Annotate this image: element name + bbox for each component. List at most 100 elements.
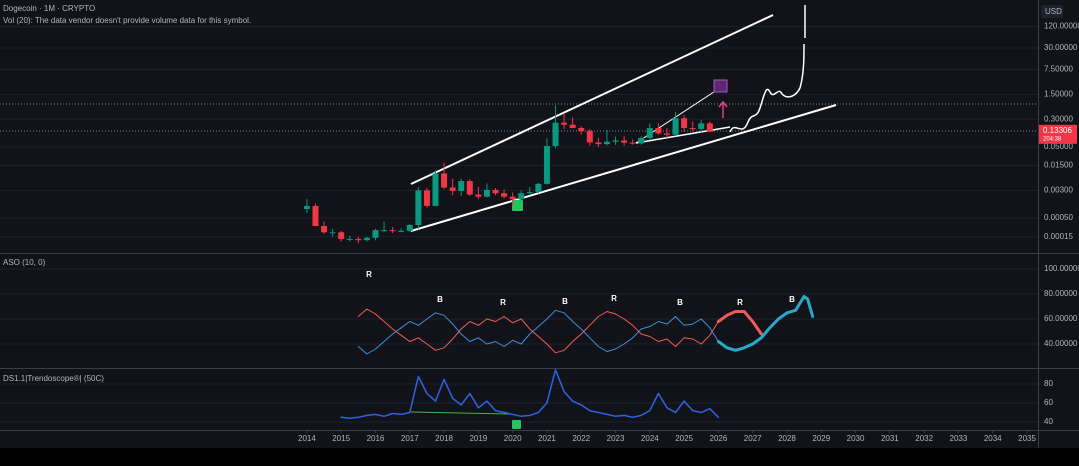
series-line xyxy=(357,309,719,355)
candle-body xyxy=(569,124,576,129)
volume-note: Vol (20): The data vendor doesn't provid… xyxy=(3,16,251,25)
candle-body xyxy=(706,123,713,132)
pane-title: ASO (10, 0) xyxy=(3,258,46,267)
x-tick-label: 2027 xyxy=(744,434,762,443)
candle-body xyxy=(415,190,422,226)
signal-label: B xyxy=(562,297,568,306)
candle-body xyxy=(561,122,568,125)
candle-body xyxy=(518,193,525,200)
y-tick-label: 0.00050 xyxy=(1044,213,1073,222)
candle-body xyxy=(406,225,413,231)
candle-body xyxy=(432,173,439,206)
x-tick-label: 2033 xyxy=(950,434,968,443)
buy-marker xyxy=(512,200,523,211)
y-tick-label: 0.00015 xyxy=(1044,232,1073,241)
x-tick-label: 2025 xyxy=(675,434,693,443)
candle-body xyxy=(372,230,379,238)
projection-path xyxy=(729,5,806,133)
x-tick-label: 2019 xyxy=(469,434,487,443)
y-tick-label: 40.00000 xyxy=(1044,339,1078,348)
currency-box xyxy=(1041,5,1063,18)
candle-body xyxy=(663,133,670,135)
triangle-lower xyxy=(635,126,731,144)
signal-label: B xyxy=(789,295,795,304)
series-line xyxy=(357,308,719,354)
candle-body xyxy=(449,187,456,191)
candle-body xyxy=(578,128,585,132)
candle-body xyxy=(526,192,533,194)
candle-body xyxy=(466,181,473,195)
x-tick-label: 2032 xyxy=(915,434,933,443)
x-tick-label: 2017 xyxy=(401,434,419,443)
y-tick-label: 0.00300 xyxy=(1044,186,1073,195)
candle-body xyxy=(621,140,628,143)
pane-content xyxy=(0,26,1038,423)
x-tick-label: 2028 xyxy=(778,434,796,443)
y-tick-label: 7.50000 xyxy=(1044,65,1073,74)
y-tick-label: 40 xyxy=(1044,417,1053,426)
series-line xyxy=(340,369,720,419)
candle-body xyxy=(381,230,388,232)
symbol-title: Dogecoin · 1M · CRYPTO xyxy=(3,4,95,13)
last-price-label: 0.13306 xyxy=(1043,126,1072,135)
countdown: 204:38 xyxy=(1043,136,1062,142)
x-tick-label: 2026 xyxy=(710,434,728,443)
signal-label: B xyxy=(437,295,443,304)
candle-body xyxy=(672,118,679,135)
x-tick-label: 2018 xyxy=(435,434,453,443)
y-tick-label: 30.00000 xyxy=(1044,43,1078,52)
candle-body xyxy=(355,238,362,241)
target-box xyxy=(713,79,728,93)
y-tick-label: 1.50000 xyxy=(1044,89,1073,98)
x-tick-label: 2015 xyxy=(332,434,350,443)
signal-label: R xyxy=(611,294,617,303)
y-tick-label: 80.00000 xyxy=(1044,289,1078,298)
candle-body xyxy=(586,131,593,143)
y-tick-label: 0.30000 xyxy=(1044,114,1073,123)
x-tick-label: 2021 xyxy=(538,434,556,443)
channel-lower xyxy=(410,104,837,232)
y-tick-label: 60 xyxy=(1044,398,1053,407)
candle-body xyxy=(303,205,310,210)
candle-body xyxy=(535,183,542,193)
x-tick-label: 2034 xyxy=(984,434,1002,443)
x-tick-label: 2014 xyxy=(298,434,316,443)
background xyxy=(0,0,1079,448)
buy-marker xyxy=(512,420,521,429)
candle-body xyxy=(501,193,508,197)
candle-body xyxy=(441,173,448,188)
divergence-line xyxy=(410,411,513,415)
candle-body xyxy=(612,140,619,142)
candle-body xyxy=(398,230,405,232)
y-tick-label: 60.00000 xyxy=(1044,314,1078,323)
candle-body xyxy=(638,138,645,144)
candle-body xyxy=(389,230,396,232)
y-tick-label: 120.00000 xyxy=(1044,22,1079,31)
candle-body xyxy=(552,122,559,147)
x-tick-label: 2024 xyxy=(641,434,659,443)
candle-body xyxy=(329,232,336,234)
candle-body xyxy=(655,128,662,134)
x-tick-label: 2023 xyxy=(607,434,625,443)
signal-label: R xyxy=(366,270,372,279)
candle-body xyxy=(698,123,705,129)
arrow xyxy=(718,100,728,118)
candle-body xyxy=(346,238,353,240)
y-tick-label: 100.00000 xyxy=(1044,264,1079,273)
signal-label: R xyxy=(737,298,743,307)
candle-body xyxy=(595,142,602,145)
candle-body xyxy=(321,226,328,233)
bottom-strip xyxy=(0,448,1079,466)
candle-body xyxy=(475,194,482,197)
candle-body xyxy=(423,190,430,206)
candle-body xyxy=(363,237,370,241)
currency: USD xyxy=(1045,7,1062,16)
candle-body xyxy=(458,181,465,191)
candle-body xyxy=(629,142,636,144)
candle-body xyxy=(543,146,550,184)
x-tick-label: 2029 xyxy=(812,434,830,443)
last-price-box xyxy=(1039,124,1077,144)
candle-body xyxy=(338,232,345,239)
candle-body xyxy=(312,205,319,227)
